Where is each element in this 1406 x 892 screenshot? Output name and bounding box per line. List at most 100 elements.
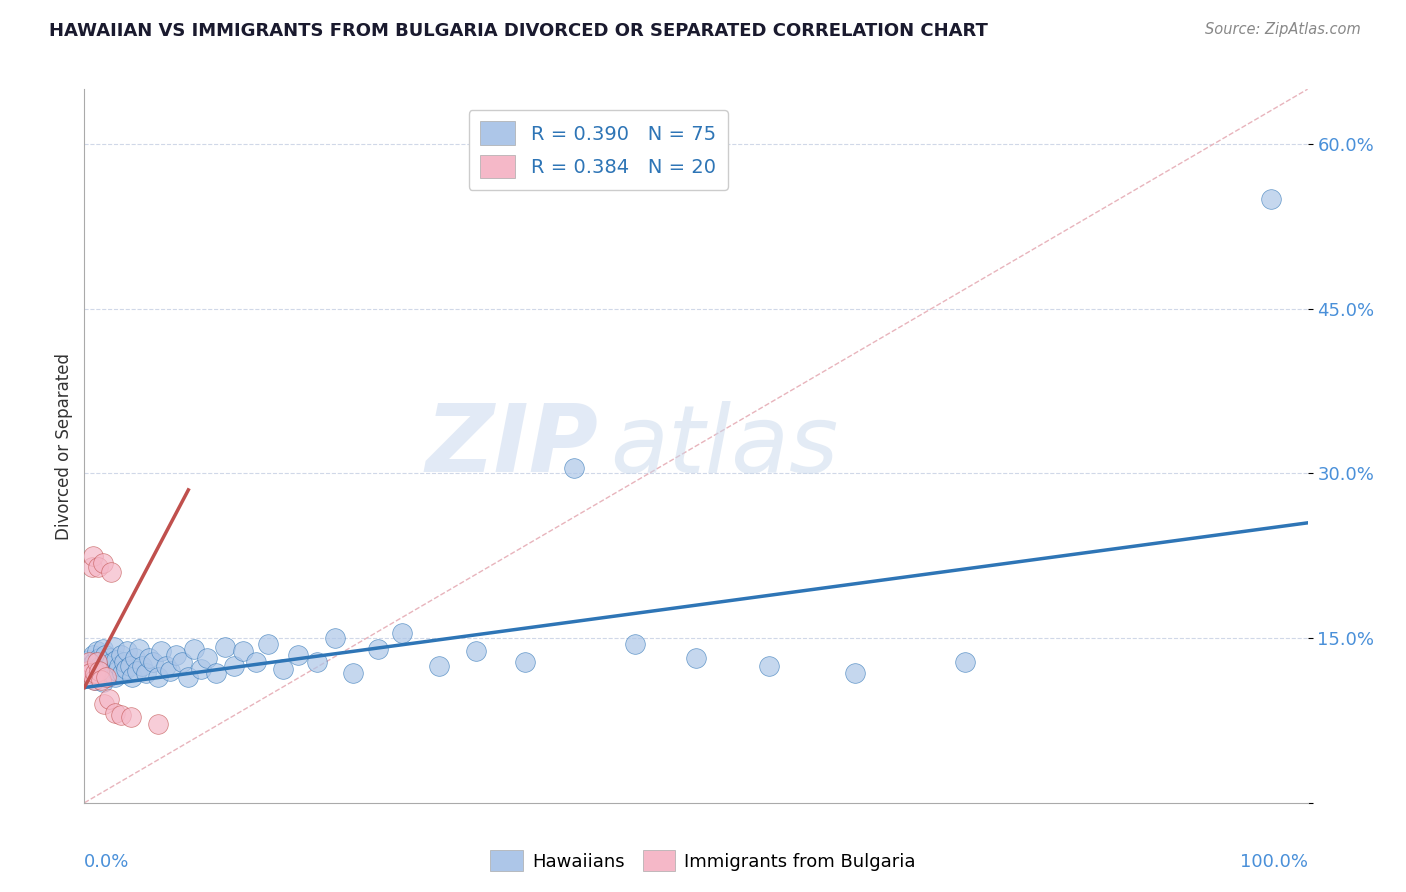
Point [111,666,134,681]
Point [685,651,707,665]
Point [91,642,114,657]
Legend: R = 0.390   N = 75, R = 0.384   N = 20: R = 0.390 N = 75, R = 0.384 N = 20 [468,110,728,190]
Point [94,648,117,662]
Point [232,644,254,658]
Point [87,664,110,678]
Point [105,653,128,667]
Point [214,640,236,654]
Point [112,655,135,669]
Point [1260,192,1282,206]
Point [77,653,100,667]
Point [86,662,108,676]
Point [183,642,205,657]
Point [82,549,104,563]
Point [142,655,165,669]
Point [131,658,153,673]
Point [77,664,100,678]
Point [271,662,294,676]
Point [93,655,115,669]
Point [90,666,112,681]
Point [124,651,146,665]
Point [464,644,486,658]
Point [146,669,169,683]
Point [76,664,98,678]
Point [159,664,181,678]
Point [391,625,413,640]
Point [107,658,129,673]
Point [115,662,138,676]
Point [342,666,364,681]
Point [87,651,110,665]
Point [91,557,114,571]
Point [97,658,120,673]
Text: 0.0%: 0.0% [84,853,129,871]
Point [953,655,976,669]
Point [758,658,780,673]
Point [79,658,101,673]
Point [155,658,177,673]
Point [125,664,148,678]
Point [135,666,157,681]
Point [205,666,228,681]
Point [222,658,245,673]
Point [172,655,194,669]
Point [79,666,101,681]
Point [562,461,585,475]
Point [177,669,200,683]
Text: HAWAIIAN VS IMMIGRANTS FROM BULGARIA DIVORCED OR SEPARATED CORRELATION CHART: HAWAIIAN VS IMMIGRANTS FROM BULGARIA DIV… [49,22,988,40]
Point [84,666,107,681]
Legend: Hawaiians, Immigrants from Bulgaria: Hawaiians, Immigrants from Bulgaria [484,843,922,879]
Text: atlas: atlas [610,401,838,491]
Point [100,666,122,681]
Point [245,655,267,669]
Point [138,651,160,665]
Point [86,655,108,669]
Point [84,673,107,687]
Point [80,666,103,681]
Point [77,655,100,669]
Point [87,669,110,683]
Point [195,651,218,665]
Point [110,708,132,723]
Point [96,669,118,683]
Point [87,559,110,574]
Point [93,697,115,711]
Point [104,706,127,720]
Point [83,673,105,687]
Text: 100.0%: 100.0% [1240,853,1308,871]
Point [120,710,142,724]
Point [150,644,173,658]
Point [97,669,120,683]
Point [101,655,124,669]
Point [82,648,104,662]
Point [104,669,127,683]
Point [97,691,120,706]
Point [91,675,114,690]
Text: ZIP: ZIP [425,400,598,492]
Point [513,655,536,669]
Point [121,669,143,683]
Point [90,673,112,687]
Point [287,648,309,662]
Point [103,640,125,654]
Point [257,637,280,651]
Point [624,637,647,651]
Point [115,644,138,658]
Point [844,666,866,681]
Point [83,655,105,669]
Point [323,631,346,645]
Point [86,644,108,658]
Point [190,662,212,676]
Point [305,655,328,669]
Point [96,664,118,678]
Point [367,642,389,657]
Y-axis label: Divorced or Separated: Divorced or Separated [55,352,73,540]
Point [146,716,169,731]
Point [427,658,450,673]
Point [89,658,111,673]
Text: Source: ZipAtlas.com: Source: ZipAtlas.com [1205,22,1361,37]
Point [128,642,150,657]
Point [110,648,132,662]
Point [100,566,122,580]
Point [118,658,141,673]
